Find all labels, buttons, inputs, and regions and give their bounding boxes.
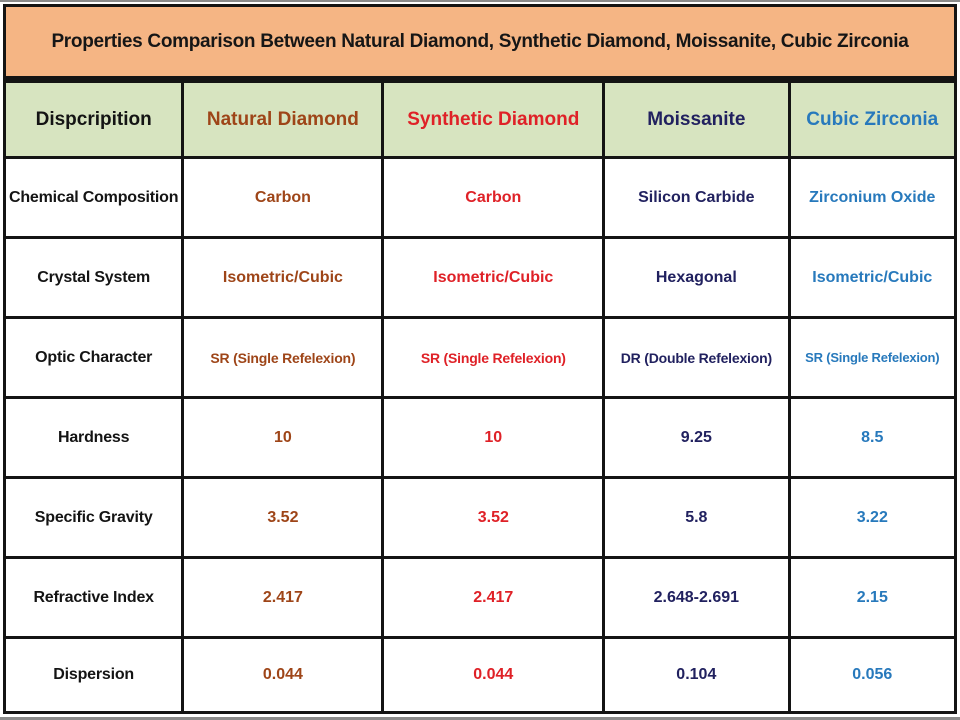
column-header-dispcripition: Dispcripition: [2, 80, 185, 159]
cubic-zirconia-value: Zirconium Oxide: [787, 156, 958, 239]
synthetic-diamond-value: 10: [381, 396, 606, 479]
synthetic-diamond-value: 2.417: [381, 556, 606, 639]
column-header-moissanite: Moissanite: [602, 80, 791, 159]
moissanite-value: DR (Double Refelexion): [602, 316, 791, 399]
natural-diamond-value: Isometric/Cubic: [181, 236, 385, 319]
cubic-zirconia-value: Isometric/Cubic: [787, 236, 958, 319]
property-label: Specific Gravity: [2, 476, 185, 559]
moissanite-value: 9.25: [602, 396, 791, 479]
moissanite-value: 0.104: [602, 636, 791, 714]
moissanite-value: 5.8: [602, 476, 791, 559]
title-bar: Properties Comparison Between Natural Di…: [3, 4, 957, 80]
table-header-row: Dispcripition Natural Diamond Synthetic …: [2, 80, 958, 159]
property-label: Chemical Composition: [2, 156, 185, 239]
table-row-chemical-composition: Chemical Composition Carbon Carbon Silic…: [2, 156, 958, 239]
property-label: Refractive Index: [2, 556, 185, 639]
table-row-dispersion: Dispersion 0.044 0.044 0.104 0.056: [2, 636, 958, 714]
cubic-zirconia-value: 0.056: [787, 636, 958, 714]
cubic-zirconia-value: 3.22: [787, 476, 958, 559]
column-header-synthetic-diamond: Synthetic Diamond: [381, 80, 606, 159]
properties-comparison-table: Dispcripition Natural Diamond Synthetic …: [2, 80, 958, 714]
synthetic-diamond-value: SR (Single Refelexion): [381, 316, 606, 399]
synthetic-diamond-value: 0.044: [381, 636, 606, 714]
cubic-zirconia-value: SR (Single Refelexion): [787, 316, 958, 399]
moissanite-value: Silicon Carbide: [602, 156, 791, 239]
moissanite-value: Hexagonal: [602, 236, 791, 319]
table-row-crystal-system: Crystal System Isometric/Cubic Isometric…: [2, 236, 958, 319]
synthetic-diamond-value: Carbon: [381, 156, 606, 239]
column-header-cubic-zirconia: Cubic Zirconia: [787, 80, 958, 159]
cubic-zirconia-value: 2.15: [787, 556, 958, 639]
natural-diamond-value: 0.044: [181, 636, 385, 714]
table-row-specific-gravity: Specific Gravity 3.52 3.52 5.8 3.22: [2, 476, 958, 559]
natural-diamond-value: SR (Single Refelexion): [181, 316, 385, 399]
moissanite-value: 2.648-2.691: [602, 556, 791, 639]
cubic-zirconia-value: 8.5: [787, 396, 958, 479]
synthetic-diamond-value: Isometric/Cubic: [381, 236, 606, 319]
synthetic-diamond-value: 3.52: [381, 476, 606, 559]
table-row-optic-character: Optic Character SR (Single Refelexion) S…: [2, 316, 958, 399]
table-row-refractive-index: Refractive Index 2.417 2.417 2.648-2.691…: [2, 556, 958, 639]
natural-diamond-value: 10: [181, 396, 385, 479]
natural-diamond-value: Carbon: [181, 156, 385, 239]
property-label: Optic Character: [2, 316, 185, 399]
natural-diamond-value: 3.52: [181, 476, 385, 559]
property-label: Dispersion: [2, 636, 185, 714]
property-label: Crystal System: [2, 236, 185, 319]
column-header-natural-diamond: Natural Diamond: [181, 80, 385, 159]
page-title: Properties Comparison Between Natural Di…: [51, 30, 909, 52]
natural-diamond-value: 2.417: [181, 556, 385, 639]
property-label: Hardness: [2, 396, 185, 479]
table-row-hardness: Hardness 10 10 9.25 8.5: [2, 396, 958, 479]
